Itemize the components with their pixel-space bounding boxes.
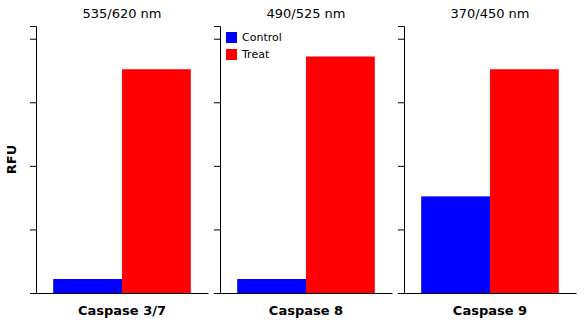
y-tick-mark — [30, 293, 36, 294]
bars — [237, 57, 375, 293]
y-tick-mark — [30, 102, 36, 103]
y-tick — [214, 39, 220, 40]
y-tick-mark — [398, 293, 404, 294]
y-tick — [214, 293, 220, 294]
y-tick-mark — [214, 166, 220, 167]
legend-item: Treat — [226, 48, 270, 61]
x-axis-line — [37, 293, 209, 294]
y-axis-line — [30, 27, 37, 294]
bar — [122, 69, 191, 293]
legend-swatch — [226, 32, 237, 43]
legend-item: Control — [226, 31, 282, 44]
y-tick — [30, 293, 36, 294]
bar — [490, 69, 559, 293]
y-tick-mark — [398, 229, 404, 230]
y-tick-mark — [398, 166, 404, 167]
y-axis — [30, 27, 37, 294]
y-axis-line — [398, 27, 405, 294]
y-tick — [398, 229, 404, 230]
y-axis — [398, 27, 405, 294]
y-tick — [30, 166, 36, 167]
y-tick — [398, 39, 404, 40]
y-tick — [30, 229, 36, 230]
y-tick-mark — [214, 293, 220, 294]
y-tick — [214, 166, 220, 167]
x-axis — [405, 293, 577, 294]
y-tick-mark — [398, 102, 404, 103]
title: 490/525 nm — [266, 6, 345, 21]
x-axis-line — [221, 293, 393, 294]
y-tick — [398, 166, 404, 167]
x-axis-title: Caspase 3/7 — [78, 303, 166, 318]
bar — [53, 279, 122, 293]
title: 535/620 nm — [82, 6, 161, 21]
bar — [421, 196, 490, 293]
y-tick — [214, 102, 220, 103]
panel: 490/525 nm Caspase 8 Control Treat — [214, 6, 393, 318]
y-tick-mark — [30, 39, 36, 40]
bar — [306, 57, 375, 293]
y-tick-mark — [398, 39, 404, 40]
chart: 535/620 nm Caspase 3/7 RFU 490/525 nm Caspas… — [0, 0, 584, 327]
y-tick — [30, 39, 36, 40]
bars — [53, 69, 191, 293]
y-axis — [214, 27, 221, 294]
x-axis — [221, 293, 393, 294]
x-axis — [37, 293, 209, 294]
y-tick-mark — [30, 229, 36, 230]
y-axis-title: RFU — [4, 145, 19, 174]
y-tick-mark — [214, 102, 220, 103]
legend: Control Treat — [226, 31, 282, 61]
legend-swatch — [226, 49, 237, 60]
bar — [237, 279, 306, 293]
legend-label: Control — [242, 31, 282, 44]
y-tick-mark — [214, 39, 220, 40]
legend-label: Treat — [241, 48, 270, 61]
y-axis-line — [214, 27, 221, 294]
y-tick — [398, 102, 404, 103]
x-axis-line — [405, 293, 577, 294]
y-tick — [30, 102, 36, 103]
y-tick-mark — [30, 166, 36, 167]
bars — [421, 69, 559, 293]
y-tick — [214, 229, 220, 230]
y-tick — [398, 293, 404, 294]
y-tick-mark — [214, 229, 220, 230]
x-axis-title: Caspase 8 — [269, 303, 343, 318]
x-axis-title: Caspase 9 — [453, 303, 527, 318]
panel: 535/620 nm Caspase 3/7 RFU — [4, 6, 209, 318]
title: 370/450 nm — [450, 6, 529, 21]
panel: 370/450 nm Caspase 9 — [398, 6, 577, 318]
